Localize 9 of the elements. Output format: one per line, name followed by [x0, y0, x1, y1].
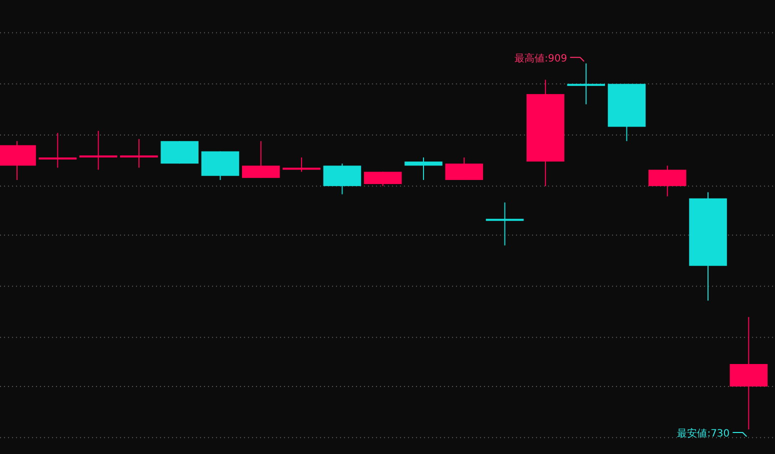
candlestick	[282, 156, 320, 172]
candlestick	[486, 202, 524, 246]
candlestick	[404, 156, 442, 180]
candlestick	[79, 130, 118, 170]
candlestick	[567, 62, 605, 105]
candlestick	[38, 132, 77, 168]
candlestick	[120, 138, 158, 168]
annotation: 最安値:730	[677, 427, 730, 440]
annotation: 最高値:909	[514, 52, 568, 64]
